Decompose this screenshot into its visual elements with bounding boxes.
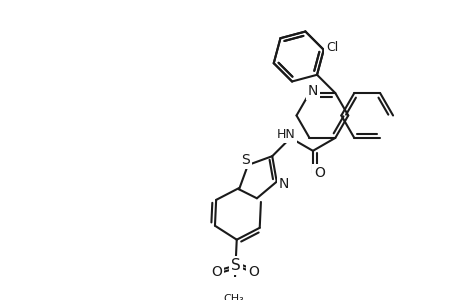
Text: N: N	[278, 177, 289, 191]
Text: O: O	[313, 166, 324, 180]
Text: S: S	[230, 258, 240, 273]
Text: CH₃: CH₃	[224, 294, 244, 300]
Text: N: N	[307, 84, 318, 98]
Text: O: O	[248, 266, 259, 280]
Text: HN: HN	[276, 128, 295, 141]
Text: S: S	[240, 153, 249, 167]
Text: Cl: Cl	[326, 41, 338, 54]
Text: O: O	[211, 265, 222, 279]
